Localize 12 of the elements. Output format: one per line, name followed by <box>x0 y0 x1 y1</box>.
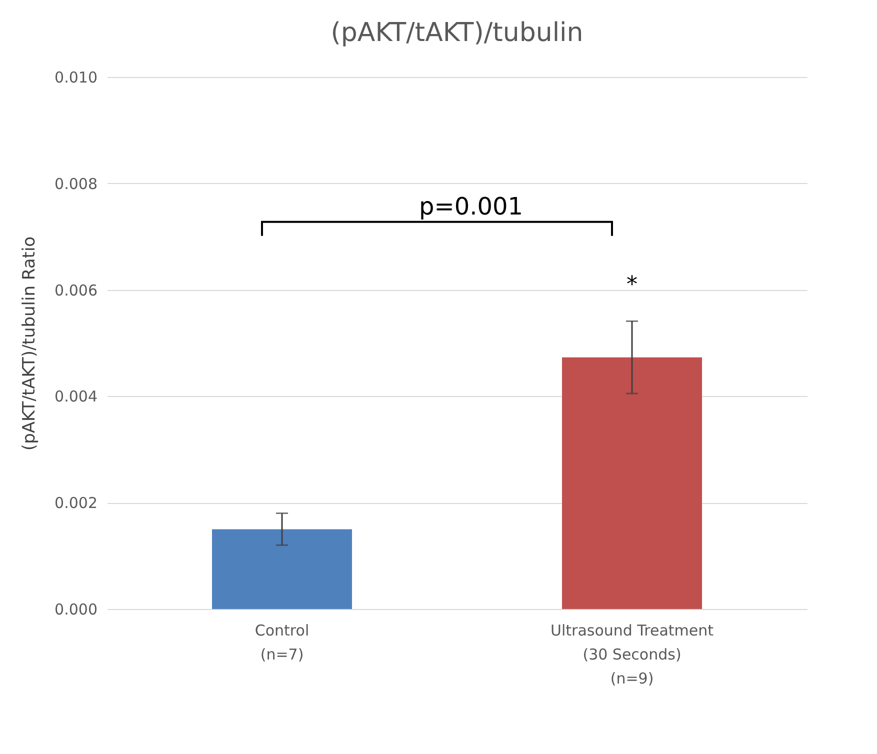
chart-title: (pAKT/tAKT)/tubulin <box>330 18 584 48</box>
y-tick-label: 0.004 <box>54 388 98 406</box>
annotation: p=0.001 <box>418 192 524 220</box>
y-tick-label: 0.000 <box>54 600 98 618</box>
annotation: * <box>626 272 638 298</box>
x-tick-label: Control (n=7) <box>254 622 310 664</box>
y-axis-title: (pAKT/tAKT)/tubulin Ratio <box>20 236 40 451</box>
y-tick-label: 0.002 <box>54 494 98 512</box>
x-tick-label: Ultrasound Treatment (30 Seconds) (n=9) <box>550 622 714 688</box>
y-tick-label: 0.010 <box>54 68 98 86</box>
y-tick-label: 0.008 <box>54 174 98 193</box>
y-tick-label: 0.006 <box>54 281 98 300</box>
